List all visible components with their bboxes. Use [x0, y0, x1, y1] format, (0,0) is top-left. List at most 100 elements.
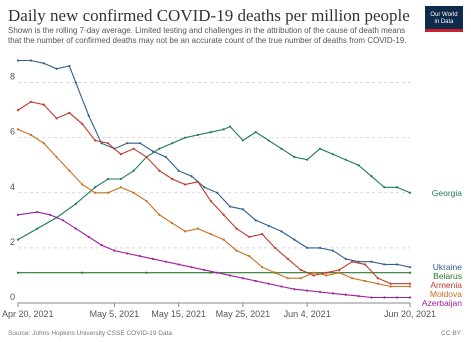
series-label-azerbaijan[interactable]: Azerbaijan [422, 298, 462, 308]
logo-accent-bar [425, 29, 463, 32]
data-point-ukraine [216, 191, 219, 194]
data-point-georgia [132, 169, 135, 172]
data-point-georgia [16, 238, 20, 241]
data-point-georgia [241, 139, 245, 142]
data-point-georgia [267, 139, 270, 142]
series-line-armenia[interactable] [17, 101, 410, 285]
data-point-armenia [183, 183, 187, 186]
data-point-moldova [389, 285, 392, 288]
data-point-azerbaijan [306, 289, 309, 292]
data-point-armenia [273, 246, 277, 249]
data-point-moldova [261, 266, 264, 269]
data-point-azerbaijan [370, 296, 373, 299]
data-point-ukraine [370, 260, 373, 263]
data-point-moldova [196, 227, 200, 230]
data-point-moldova [132, 191, 135, 194]
data-point-moldova [183, 230, 187, 233]
data-point-ukraine [203, 186, 206, 189]
data-point-moldova [248, 255, 251, 258]
series-line-ukraine[interactable] [18, 59, 411, 268]
data-point-armenia [158, 169, 161, 172]
data-point-belarus [81, 271, 84, 274]
series-label-georgia[interactable]: Georgia [432, 188, 463, 198]
series-line-azerbaijan[interactable] [17, 211, 410, 299]
data-point-moldova [222, 238, 225, 241]
data-point-moldova [68, 169, 71, 172]
data-point-moldova [235, 249, 238, 252]
data-point-azerbaijan [203, 268, 206, 272]
data-point-azerbaijan [87, 235, 90, 238]
series-line-georgia[interactable] [17, 125, 411, 241]
data-point-ukraine [396, 263, 399, 266]
data-point-moldova [376, 282, 379, 285]
x-tick-label: May 5, 2021 [90, 309, 140, 319]
data-point-azerbaijan [293, 288, 296, 291]
data-point-azerbaijan [396, 296, 399, 299]
data-point-moldova [94, 191, 97, 194]
license-link[interactable]: CC BY [441, 330, 461, 337]
x-tick-label: May 15, 2021 [151, 309, 206, 319]
data-point-ukraine [318, 246, 322, 249]
x-tick-label: Jun 20, 2021 [384, 309, 436, 319]
series-label-armenia[interactable]: Armenia [430, 280, 462, 290]
data-point-ukraine [87, 114, 90, 117]
data-point-moldova [55, 155, 58, 159]
data-point-armenia [363, 263, 367, 266]
data-point-moldova [16, 128, 20, 131]
data-point-moldova [158, 213, 161, 216]
data-point-azerbaijan [74, 227, 77, 230]
data-point-ukraine [68, 64, 71, 68]
data-point-armenia [55, 117, 58, 120]
axes: 0 2 4 6 8 Apr 20, 2021 May 5, 2021 May 15, 2021… [2, 72, 436, 319]
series-label-moldova[interactable]: Moldova [430, 289, 462, 299]
data-point-moldova [363, 279, 367, 283]
data-point-georgia [209, 131, 212, 134]
y-tick-label: 0 [10, 292, 15, 302]
data-point-belarus [145, 271, 148, 274]
data-point-armenia [16, 109, 20, 112]
data-point-armenia [248, 235, 251, 238]
data-point-ukraine [280, 230, 283, 233]
data-point-armenia [325, 271, 328, 274]
data-point-moldova [209, 233, 212, 236]
data-point-armenia [299, 268, 302, 272]
data-point-armenia [286, 257, 290, 261]
data-point-armenia [389, 282, 392, 285]
data-point-georgia [183, 136, 187, 139]
y-tick-label: 4 [10, 182, 15, 192]
data-point-moldova [29, 133, 32, 137]
owid-logo[interactable]: Our World in Data [425, 6, 463, 32]
data-point-armenia [106, 142, 110, 145]
data-point-azerbaijan [16, 213, 20, 216]
data-point-armenia [81, 122, 84, 125]
data-point-georgia [74, 202, 77, 205]
data-point-azerbaijan [318, 290, 322, 294]
data-point-azerbaijan [138, 255, 142, 258]
data-point-azerbaijan [344, 293, 347, 296]
data-point-ukraine [16, 59, 20, 62]
data-point-moldova [351, 277, 354, 280]
data-point-georgia [36, 227, 39, 230]
data-point-azerbaijan [383, 296, 386, 299]
data-point-azerbaijan [49, 213, 52, 216]
series-label-ukraine[interactable]: Ukraine [433, 262, 463, 272]
data-point-armenia [261, 233, 264, 236]
data-point-moldova [325, 274, 328, 277]
data-point-georgia [306, 158, 309, 161]
data-point-moldova [408, 285, 412, 288]
data-point-moldova [273, 271, 277, 274]
data-point-moldova [299, 277, 302, 280]
y-tick-label: 2 [10, 237, 15, 247]
data-point-ukraine [267, 224, 270, 227]
series-labels: Georgia UkraineBelarusArmeniaMoldovaAzerb… [422, 188, 462, 308]
data-point-azerbaijan [151, 257, 155, 261]
series-label-belarus[interactable]: Belarus [433, 271, 462, 281]
data-point-georgia [331, 153, 334, 156]
data-point-ukraine [383, 263, 386, 266]
data-point-georgia [119, 177, 122, 181]
data-point-georgia [228, 125, 232, 128]
data-point-georgia [158, 147, 161, 150]
data-point-azerbaijan [126, 252, 129, 255]
data-point-armenia [68, 111, 71, 114]
data-point-armenia [145, 155, 148, 159]
